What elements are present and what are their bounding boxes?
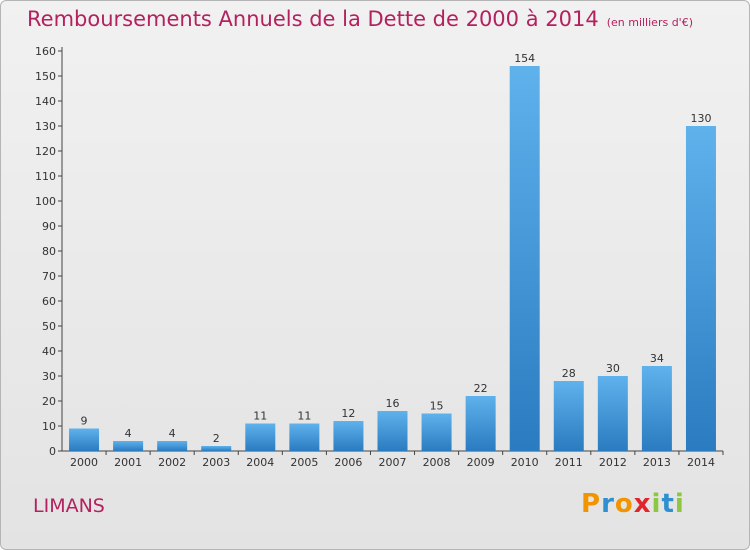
y-tick-label: 30 <box>42 370 56 383</box>
logo-letter: t <box>661 489 675 519</box>
logo-letter: o <box>614 489 634 519</box>
data-label-2011: 28 <box>562 367 576 380</box>
data-label-2002: 4 <box>169 427 176 440</box>
bar-2012 <box>597 376 628 451</box>
x-tick-label-2008: 2008 <box>423 456 451 469</box>
chart-subtitle: (en milliers d'€) <box>606 16 693 29</box>
data-label-2004: 11 <box>253 410 267 423</box>
logo-letter: x <box>633 489 652 519</box>
data-label-2005: 11 <box>297 410 311 423</box>
bar-2006 <box>333 421 364 451</box>
logo-letter: r <box>601 489 615 519</box>
x-tick-label-2011: 2011 <box>555 456 583 469</box>
y-tick-label: 100 <box>35 195 56 208</box>
bar-2000 <box>69 428 100 451</box>
logo-letter: P <box>581 489 602 519</box>
y-tick-label: 120 <box>35 145 56 158</box>
x-tick-label-2007: 2007 <box>379 456 407 469</box>
y-tick-label: 20 <box>42 395 56 408</box>
x-tick-label-2014: 2014 <box>687 456 715 469</box>
y-tick-label: 40 <box>42 345 56 358</box>
data-label-2000: 9 <box>81 415 88 428</box>
logo-letter: i <box>674 489 685 519</box>
logo-letter: i <box>651 489 662 519</box>
x-tick-label-2006: 2006 <box>334 456 362 469</box>
y-tick-label: 70 <box>42 270 56 283</box>
y-tick-label: 160 <box>35 45 56 58</box>
data-label-2006: 12 <box>341 407 355 420</box>
y-tick-label: 50 <box>42 320 56 333</box>
x-tick-label-2002: 2002 <box>158 456 186 469</box>
data-label-2007: 16 <box>386 397 400 410</box>
data-label-2008: 15 <box>430 400 444 413</box>
bar-2005 <box>289 423 320 451</box>
y-tick-label: 130 <box>35 120 56 133</box>
y-tick-label: 80 <box>42 245 56 258</box>
chart-title-text: Remboursements Annuels de la Dette de 20… <box>27 7 599 31</box>
data-label-2003: 2 <box>213 432 220 445</box>
bar-2004 <box>245 423 276 451</box>
y-tick-label: 110 <box>35 170 56 183</box>
data-label-2010: 154 <box>514 52 535 65</box>
x-tick-label-2005: 2005 <box>290 456 318 469</box>
bar-2009 <box>465 396 496 451</box>
plot-area: 0 10 20 30 40 50 60 70 80 90 100 110 120 130 140 150 160… <box>35 45 724 469</box>
bar-2001 <box>113 441 144 451</box>
x-tick-label-2013: 2013 <box>643 456 671 469</box>
x-tick-label-2004: 2004 <box>246 456 274 469</box>
chart-title: Remboursements Annuels de la Dette de 20… <box>27 7 693 31</box>
place-name: LIMANS <box>33 495 105 517</box>
x-tick-label-2003: 2003 <box>202 456 230 469</box>
y-tick-label: 60 <box>42 295 56 308</box>
x-tick-label-2012: 2012 <box>599 456 627 469</box>
y-tick-label: 10 <box>42 420 56 433</box>
bar-2010 <box>509 66 540 451</box>
data-label-2012: 30 <box>606 362 620 375</box>
x-tick-label-2009: 2009 <box>467 456 495 469</box>
x-tick-label-2010: 2010 <box>511 456 539 469</box>
y-tick-label: 90 <box>42 220 56 233</box>
bar-2011 <box>553 381 584 451</box>
y-tick-label: 150 <box>35 70 56 83</box>
bar-2013 <box>641 366 672 451</box>
bar-2014 <box>685 126 716 451</box>
y-tick-label: 0 <box>49 445 56 458</box>
x-tick-label-2000: 2000 <box>70 456 98 469</box>
bar-2008 <box>421 413 452 451</box>
data-label-2014: 130 <box>690 112 711 125</box>
data-label-2001: 4 <box>125 427 132 440</box>
bar-2003 <box>201 446 232 451</box>
data-label-2009: 22 <box>474 382 488 395</box>
data-label-2013: 34 <box>650 352 664 365</box>
proxiti-logo: Proxiti <box>581 489 685 519</box>
x-tick-label-2001: 2001 <box>114 456 142 469</box>
bar-2002 <box>157 441 188 451</box>
y-tick-label: 140 <box>35 95 56 108</box>
bar-2007 <box>377 411 408 451</box>
